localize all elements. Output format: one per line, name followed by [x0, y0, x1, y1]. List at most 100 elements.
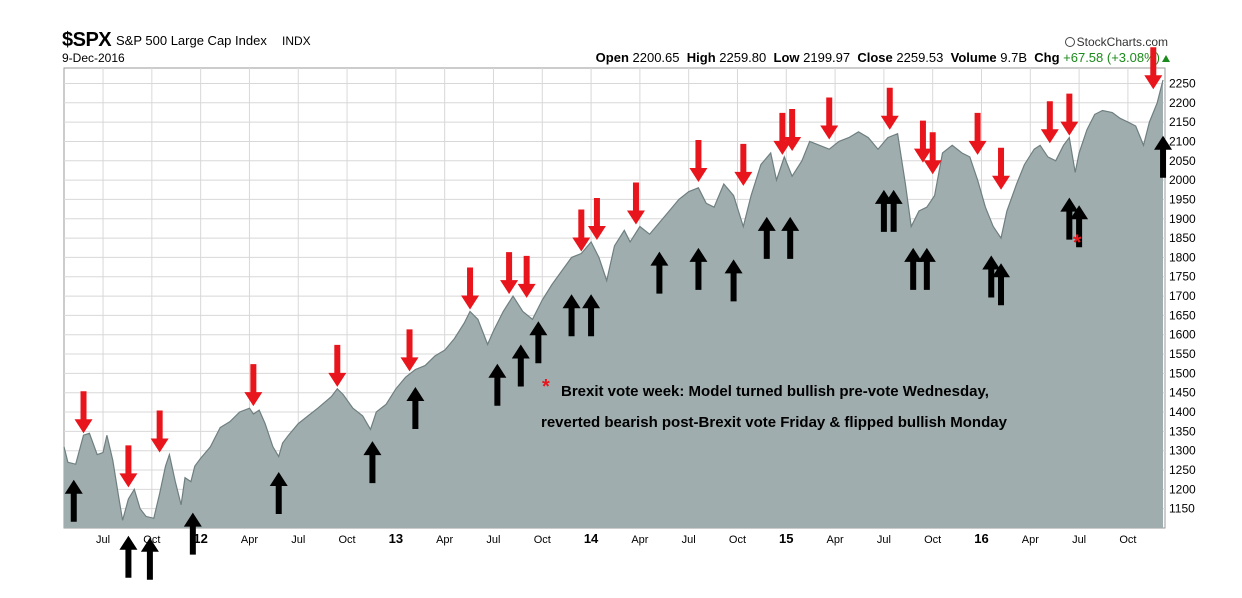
bullish-arrow	[1154, 135, 1173, 178]
bearish-arrow	[626, 182, 645, 225]
bullish-arrow	[689, 247, 708, 290]
bearish-arrow	[820, 97, 839, 140]
y-tick-label: 2200	[1169, 96, 1196, 110]
high-label: High	[686, 50, 716, 65]
bearish-arrow	[119, 445, 138, 488]
x-axis: Jul Oct 12 Apr Jul Oct 13 Apr Jul Oct 14 Apr Jul Oct 1…	[96, 531, 1136, 546]
price-area	[64, 80, 1164, 528]
close-label: Close	[857, 50, 893, 65]
y-tick-label: 1350	[1169, 424, 1196, 438]
bearish-arrow	[689, 139, 708, 182]
y-tick-label: 1250	[1169, 463, 1196, 477]
low-label: Low	[773, 50, 800, 65]
chg-label: Chg	[1034, 50, 1060, 65]
bearish-arrow	[461, 267, 480, 310]
bullish-arrow	[140, 537, 159, 580]
x-tick-label: Jul	[291, 534, 305, 546]
bullish-arrow	[562, 294, 581, 337]
y-tick-label: 1400	[1169, 405, 1196, 419]
y-tick-label: 1450	[1169, 386, 1196, 400]
open-value: 2200.65	[632, 50, 680, 65]
volume-value: 9.7B	[1000, 50, 1027, 65]
bearish-arrow	[783, 109, 802, 152]
x-tick-label: Apr	[631, 534, 648, 546]
bullish-arrow	[904, 247, 923, 290]
x-tick-label: Jul	[877, 534, 891, 546]
chart-date: 9-Dec-2016	[62, 51, 125, 65]
source-label: StockCharts.com	[1076, 35, 1168, 49]
bearish-arrow	[328, 344, 347, 387]
bullish-arrow	[183, 512, 202, 555]
y-tick-label: 1300	[1169, 444, 1196, 458]
bullish-arrow	[1070, 205, 1089, 248]
y-tick-label: 1750	[1169, 270, 1196, 284]
bearish-arrow	[1060, 93, 1079, 136]
bullish-arrow	[119, 535, 138, 578]
bullish-arrow	[64, 479, 83, 522]
y-tick-label: 1150	[1169, 502, 1195, 516]
x-tick-label: Oct	[338, 534, 355, 546]
copyright-icon	[1064, 37, 1075, 47]
bearish-arrow	[587, 197, 606, 240]
y-tick-label: 2150	[1169, 115, 1196, 129]
ticker-symbol: $SPX	[62, 29, 112, 51]
bearish-arrow	[1144, 47, 1163, 90]
quote-bar: Open 2200.65 High 2259.80 Low 2199.97 Cl…	[596, 50, 1170, 65]
annotation-box: * Brexit vote week: Model turned bullish…	[541, 376, 1008, 431]
high-value: 2259.80	[719, 50, 767, 65]
x-tick-label: 13	[389, 531, 403, 546]
bearish-arrow	[517, 255, 536, 298]
annotation-star: *	[542, 376, 550, 398]
bullish-arrow	[884, 189, 903, 232]
brexit-star-marker: *	[1073, 230, 1082, 255]
bearish-arrow	[923, 132, 942, 175]
signal-arrows	[64, 47, 1173, 580]
bearish-arrow	[150, 410, 169, 453]
y-tick-label: 1800	[1169, 250, 1196, 264]
y-tick-label: 2250	[1169, 76, 1196, 90]
y-tick-label: 2100	[1169, 134, 1196, 148]
x-tick-label: Apr	[1022, 534, 1039, 546]
x-tick-label: Jul	[96, 534, 110, 546]
bullish-arrow	[992, 263, 1011, 306]
x-tick-label: 16	[974, 531, 988, 546]
close-value: 2259.53	[896, 50, 944, 65]
bearish-arrow	[968, 112, 987, 155]
x-tick-label: Oct	[1119, 534, 1136, 546]
y-tick-label: 1950	[1169, 192, 1196, 206]
bullish-arrow	[917, 247, 936, 290]
annotation-line-1: Brexit vote week: Model turned bullish p…	[561, 383, 989, 400]
price-line	[63, 79, 1164, 521]
y-tick-label: 1500	[1169, 366, 1196, 380]
y-tick-label: 2050	[1169, 154, 1196, 168]
index-name: S&P 500 Large Cap Index	[116, 33, 267, 48]
x-tick-label: Apr	[436, 534, 453, 546]
x-tick-label: Jul	[486, 534, 500, 546]
y-tick-label: 1600	[1169, 328, 1196, 342]
bullish-arrow	[982, 255, 1001, 298]
chg-value: +67.58 (+3.08%)	[1063, 50, 1160, 65]
source-credit: StockCharts.com	[1064, 35, 1168, 49]
x-tick-label: Apr	[827, 534, 844, 546]
bearish-arrow	[572, 209, 591, 252]
y-tick-label: 1900	[1169, 212, 1196, 226]
bullish-arrow	[269, 472, 288, 515]
bullish-arrow	[488, 363, 507, 406]
volume-label: Volume	[950, 50, 997, 65]
bearish-arrow	[880, 87, 899, 130]
y-axis: 1150 1200 1250 1300 1350 1400 1450 1500 1550 1600…	[1169, 76, 1196, 515]
open-label: Open	[595, 50, 629, 65]
annotation-line-2: reverted bearish post-Brexit vote Friday…	[541, 414, 1008, 431]
x-tick-label: 12	[193, 531, 207, 546]
bullish-arrow	[1060, 197, 1079, 240]
bullish-arrow	[781, 216, 800, 259]
bullish-arrow	[406, 386, 425, 429]
x-tick-label: 14	[584, 531, 599, 546]
y-tick-label: 1200	[1169, 482, 1196, 496]
bearish-arrow	[500, 252, 519, 295]
bearish-arrow	[74, 391, 93, 434]
bearish-arrow	[244, 364, 263, 407]
y-tick-label: 1650	[1169, 308, 1196, 322]
y-tick-label: 2000	[1169, 173, 1196, 187]
